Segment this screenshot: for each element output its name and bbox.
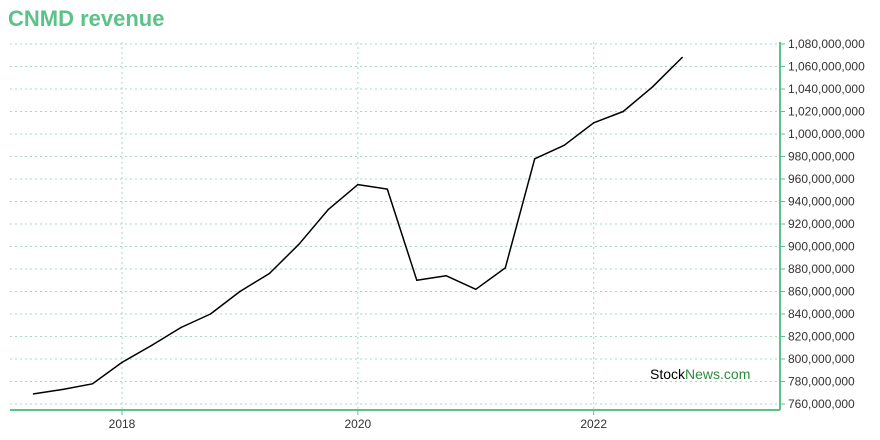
y-tick-label: 840,000,000 [788, 307, 855, 321]
watermark-stock: Stock [650, 366, 686, 382]
y-tick-label: 1,000,000,000 [788, 127, 865, 141]
axes [10, 42, 781, 411]
y-tick-label: 980,000,000 [788, 150, 855, 164]
data-point [62, 388, 64, 391]
y-tick-label: 920,000,000 [788, 217, 855, 231]
y-tick-label: 780,000,000 [788, 375, 855, 389]
data-point [91, 382, 94, 385]
data-point [386, 188, 389, 190]
data-point [32, 393, 35, 395]
data-point [622, 110, 624, 113]
watermark-news: News [685, 366, 720, 382]
data-point [592, 121, 595, 124]
x-tick-label: 2020 [345, 417, 372, 431]
data-point [504, 267, 507, 269]
data-point [533, 157, 536, 160]
y-tick-label: 860,000,000 [788, 285, 855, 299]
data-point [651, 85, 654, 88]
y-tick-label: 900,000,000 [788, 240, 855, 254]
y-tick-label: 1,080,000,000 [788, 37, 865, 51]
y-tick-label: 1,020,000,000 [788, 105, 865, 119]
data-point [268, 272, 271, 275]
data-point [239, 290, 241, 293]
data-point [180, 326, 182, 329]
y-tick-label: 820,000,000 [788, 330, 855, 344]
chart-title: CNMD revenue [8, 6, 165, 31]
grid-lines [10, 42, 780, 410]
x-tick-label: 2018 [109, 417, 136, 431]
data-point [445, 274, 448, 277]
data-point [327, 208, 330, 211]
x-axis-ticks: 2018 2020 2022 [109, 410, 607, 431]
y-tick-label: 800,000,000 [788, 352, 855, 366]
data-point [357, 183, 359, 186]
data-point [563, 144, 566, 147]
data-point [681, 56, 683, 59]
data-point [416, 279, 418, 282]
y-tick-label: 1,040,000,000 [788, 82, 865, 96]
data-point [298, 243, 300, 246]
series-layer [32, 56, 683, 395]
data-point [474, 288, 477, 291]
x-tick-label: 2022 [580, 417, 607, 431]
y-tick-label: 1,060,000,000 [788, 60, 865, 74]
watermark: StockNews.com [650, 366, 750, 382]
y-tick-label: 940,000,000 [788, 195, 855, 209]
y-tick-label: 880,000,000 [788, 262, 855, 276]
data-point [150, 344, 153, 347]
data-point [209, 313, 212, 315]
data-point [121, 361, 123, 364]
y-axis-ticks: 760,000,000 780,000,000 800,000,000 820,000… [780, 37, 865, 411]
watermark-com: .com [720, 366, 750, 382]
y-tick-label: 960,000,000 [788, 172, 855, 186]
y-tick-label: 760,000,000 [788, 397, 855, 411]
